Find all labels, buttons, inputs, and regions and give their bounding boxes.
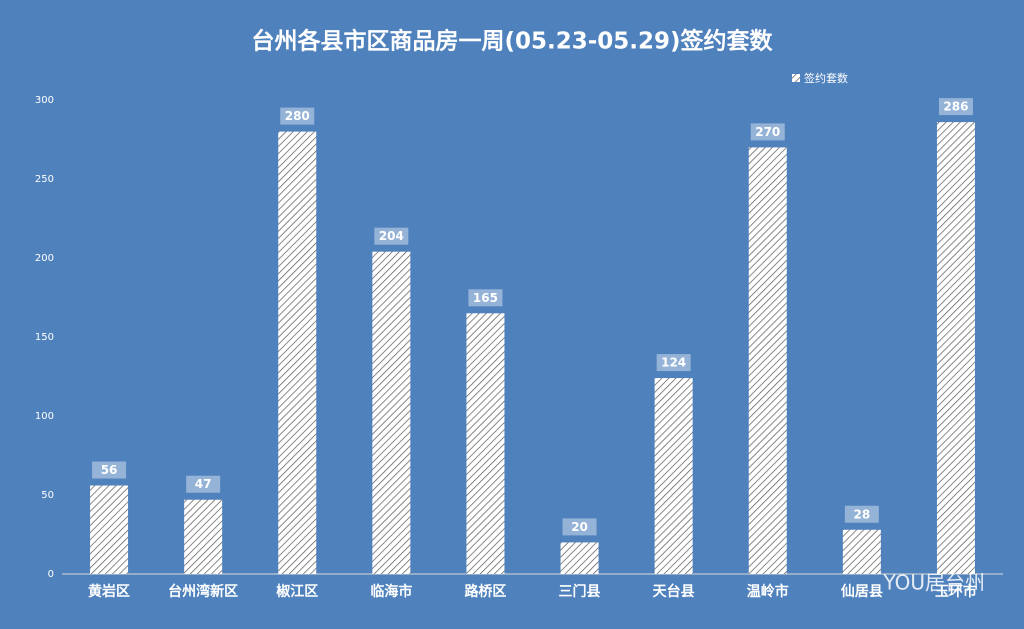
x-tick-label: 温岭市 <box>747 583 789 600</box>
value-label: 47 <box>195 477 212 491</box>
x-tick-label: 玉环市 <box>935 583 977 600</box>
value-label: 280 <box>285 109 310 123</box>
value-label-box <box>844 505 879 523</box>
bar <box>936 122 975 575</box>
bar <box>560 542 599 574</box>
legend-swatch <box>792 74 800 82</box>
value-label: 124 <box>661 356 686 370</box>
value-label: 270 <box>755 125 780 139</box>
x-tick-label: 三门县 <box>559 583 601 600</box>
value-label: 56 <box>101 463 118 477</box>
x-tick-label: 黄岩区 <box>88 583 130 600</box>
value-label: 165 <box>473 291 498 305</box>
value-label-box <box>280 107 315 125</box>
y-tick-label: 100 <box>35 411 54 422</box>
x-tick-label: 椒江区 <box>276 583 318 600</box>
bar <box>278 131 317 574</box>
x-tick-label: 仙居县 <box>841 583 883 600</box>
y-tick-label: 50 <box>41 490 54 501</box>
value-label: 204 <box>379 229 404 243</box>
value-label: 286 <box>943 100 968 114</box>
x-tick-label: 天台县 <box>653 583 695 600</box>
chart-title: 台州各县市区商品房一周(05.23-05.29)签约套数 <box>251 28 773 55</box>
legend-label: 签约套数 <box>804 71 848 85</box>
value-label-box <box>186 475 221 493</box>
x-tick-label: 路桥区 <box>464 583 506 600</box>
value-label: 20 <box>571 520 588 534</box>
y-tick-label: 150 <box>35 332 54 343</box>
value-label-box <box>374 227 409 245</box>
y-tick-label: 300 <box>35 95 54 106</box>
bar <box>184 499 223 574</box>
value-label: 28 <box>853 507 870 521</box>
y-tick-label: 250 <box>35 174 54 185</box>
value-label-box <box>938 98 973 116</box>
bar <box>748 147 787 574</box>
value-label-box <box>750 123 785 141</box>
bar <box>654 378 693 574</box>
x-tick-label: 临海市 <box>370 583 412 600</box>
bar <box>90 485 129 574</box>
x-tick-label: 台州湾新区 <box>168 583 238 600</box>
y-tick-label: 200 <box>35 253 54 264</box>
watermark: YOU居台州 <box>882 571 985 595</box>
value-label-box <box>468 289 503 307</box>
bar <box>466 313 505 574</box>
value-label-box <box>92 461 127 479</box>
bar <box>372 251 411 574</box>
y-tick-label: 0 <box>48 569 54 580</box>
value-label-box <box>656 354 691 372</box>
value-label-box <box>562 518 597 536</box>
bar <box>842 529 881 574</box>
